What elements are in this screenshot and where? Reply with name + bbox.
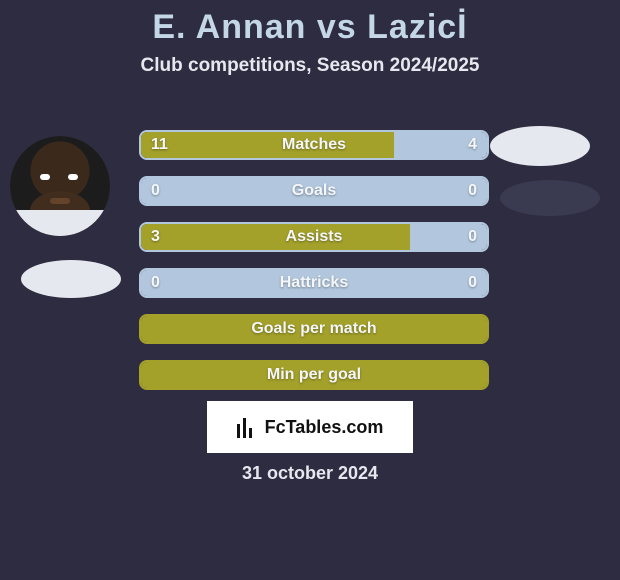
avatar-right-placeholder-icon	[490, 126, 590, 166]
brand-logo[interactable]: FcTables.com	[207, 401, 413, 453]
stat-row: Assists3 0	[139, 222, 489, 252]
stat-value-right: 0	[468, 178, 477, 204]
stat-value-right: 4	[468, 132, 477, 158]
stat-label: Matches	[141, 132, 487, 158]
avatar-left-shadow-icon	[21, 260, 121, 298]
stat-value-left: 0	[151, 178, 160, 204]
stat-value-left: 11	[151, 132, 168, 158]
stat-row: Matches11 4	[139, 130, 489, 160]
stat-label: Goals	[141, 178, 487, 204]
comparison-title: E. Annan vs Lazicİ	[0, 8, 620, 47]
avatar-left-face	[10, 136, 110, 236]
avatar-mouth-icon	[50, 198, 70, 204]
stat-label: Min per goal	[141, 362, 487, 388]
avatar-eye-icon	[68, 174, 78, 180]
avatar-shirt-icon	[10, 210, 110, 236]
stats-rows: Matches114Goals00Assists30Hattricks00Goa…	[139, 130, 489, 406]
stat-label: Assists	[141, 224, 487, 250]
stat-value-left: 0	[151, 270, 160, 296]
brand-bars-icon	[237, 416, 259, 438]
comparison-subtitle: Club competitions, Season 2024/2025	[0, 55, 620, 77]
stat-row: Min per goal	[139, 360, 489, 390]
stat-value-right: 0	[468, 224, 477, 250]
avatar-eye-icon	[40, 174, 50, 180]
stat-label: Goals per match	[141, 316, 487, 342]
stat-value-left: 3	[151, 224, 160, 250]
avatar-left	[10, 136, 110, 236]
stat-row: Goals0 0	[139, 176, 489, 206]
stat-row: Goals per match	[139, 314, 489, 344]
brand-name: FcTables.com	[265, 417, 384, 438]
avatar-right-shadow-icon	[500, 180, 600, 216]
stat-label: Hattricks	[141, 270, 487, 296]
stat-row: Hattricks0 0	[139, 268, 489, 298]
snapshot-date: 31 october 2024	[0, 463, 620, 484]
stat-value-right: 0	[468, 270, 477, 296]
